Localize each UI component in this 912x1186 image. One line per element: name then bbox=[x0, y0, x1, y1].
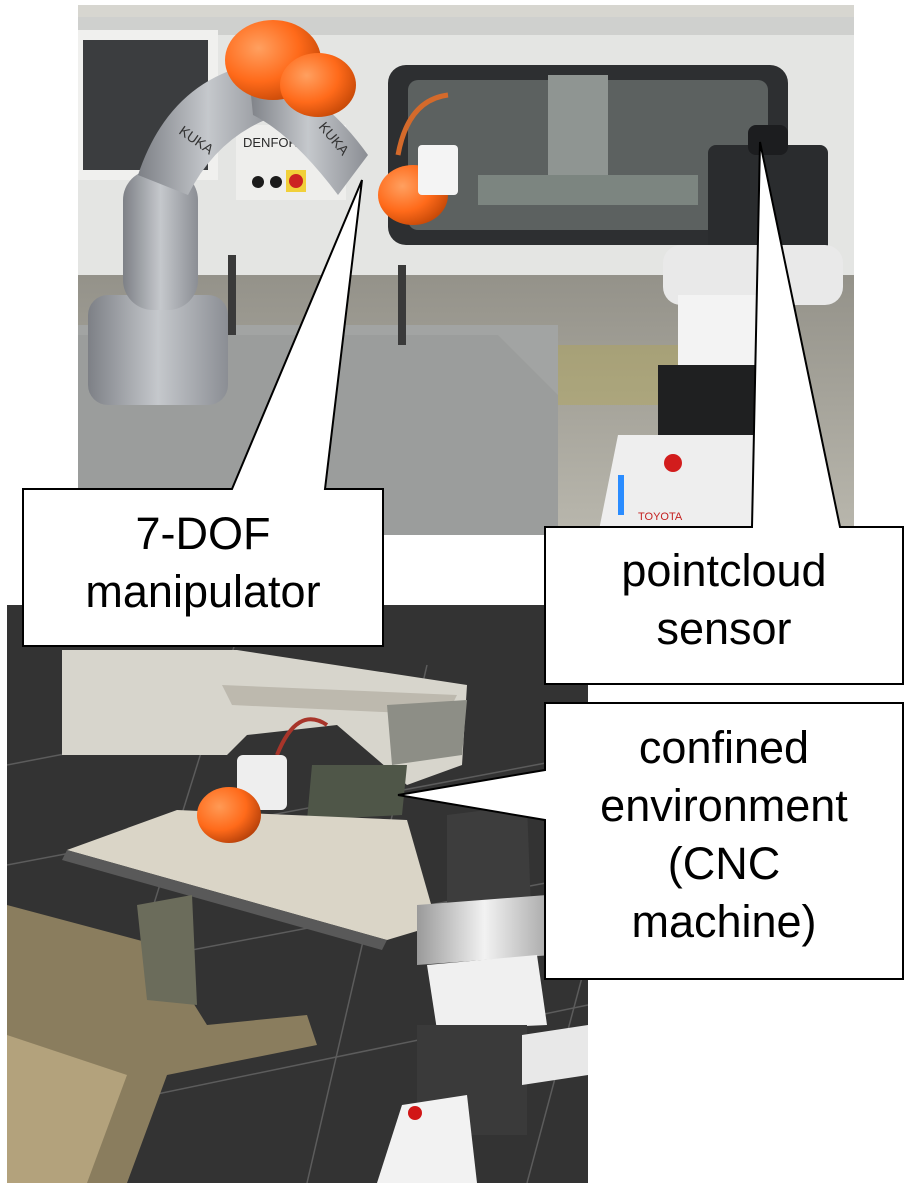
environment-label-line1: confined bbox=[638, 722, 810, 773]
sensor-label-line2: sensor bbox=[656, 603, 792, 654]
environment-label-line4: machine) bbox=[631, 896, 817, 947]
robot-base-brand-text: TOYOTA bbox=[638, 511, 683, 523]
head-sensor bbox=[748, 125, 788, 155]
manipulator-label-line2: manipulator bbox=[85, 566, 321, 617]
pointcloud-machine bbox=[62, 650, 467, 785]
environment-label-line3: (CNC bbox=[667, 838, 781, 889]
manipulator-label: 7-DOF manipulator bbox=[23, 505, 383, 621]
sensor-label-line1: pointcloud bbox=[621, 545, 827, 596]
rendered-gripper bbox=[197, 787, 261, 843]
pointcloud-visualization bbox=[7, 605, 588, 1183]
robot-lab-photo: DENFORD KUKA KUKA bbox=[78, 5, 854, 535]
environment-label: confined environment (CNC machine) bbox=[545, 719, 903, 951]
environment-label-line2: environment bbox=[600, 780, 848, 831]
sensor-label: pointcloud sensor bbox=[545, 542, 903, 658]
manipulator-label-line1: 7-DOF bbox=[135, 508, 271, 559]
pointcloud-table bbox=[67, 810, 437, 940]
